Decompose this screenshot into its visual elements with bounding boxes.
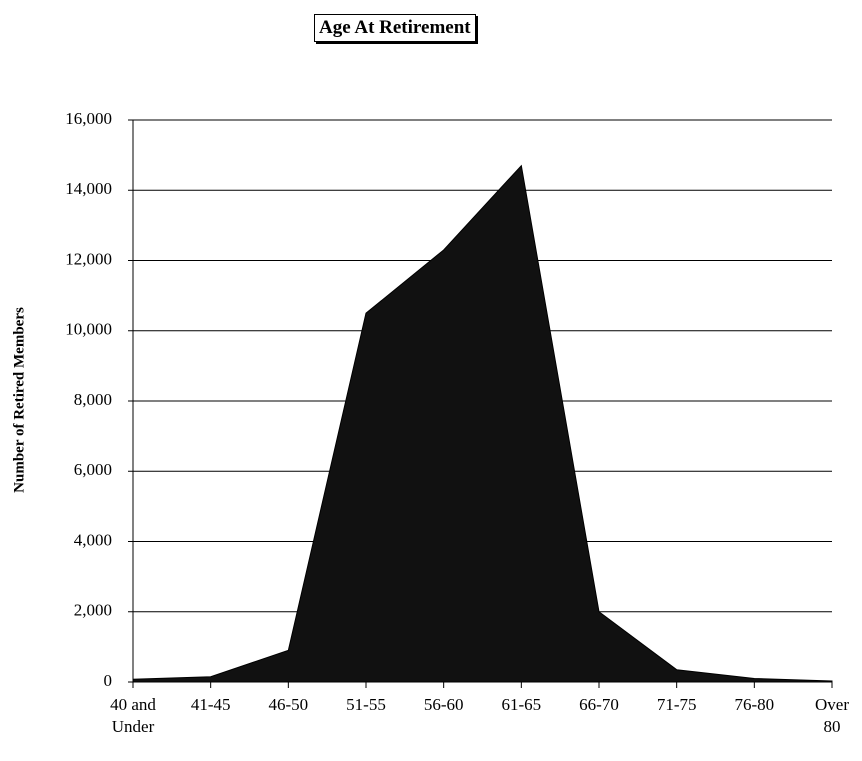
y-tick-label: 6,000 bbox=[74, 460, 112, 479]
x-tick-label: 41-45 bbox=[190, 695, 231, 714]
area bbox=[132, 164, 833, 683]
y-tick-label: 4,000 bbox=[74, 530, 112, 549]
x-tick-label: 66-70 bbox=[579, 695, 619, 714]
x-tick-label: Over 80 bbox=[815, 695, 849, 736]
y-tick-label: 0 bbox=[104, 671, 113, 690]
x-tick-label: 51-55 bbox=[346, 695, 386, 714]
y-tick-label: 10,000 bbox=[65, 320, 112, 339]
x-tick-label: 56-60 bbox=[423, 695, 464, 714]
x-tick-label: 61-65 bbox=[501, 695, 542, 714]
y-tick-label: 2,000 bbox=[74, 601, 112, 620]
y-axis-label: Number of Retired Members bbox=[11, 307, 27, 493]
x-tick-label: 76-80 bbox=[734, 695, 775, 714]
x-tick-label: 46-50 bbox=[268, 695, 309, 714]
y-tick-label: 14,000 bbox=[65, 179, 112, 198]
y-tick-label: 16,000 bbox=[65, 109, 112, 128]
chart-title: Age At Retirement bbox=[314, 14, 476, 42]
y-tick-label: 8,000 bbox=[74, 390, 112, 409]
x-tick-label: 40 and Under bbox=[110, 695, 156, 736]
x-tick-label: 71-75 bbox=[656, 695, 697, 714]
y-tick-label: 12,000 bbox=[65, 249, 112, 268]
